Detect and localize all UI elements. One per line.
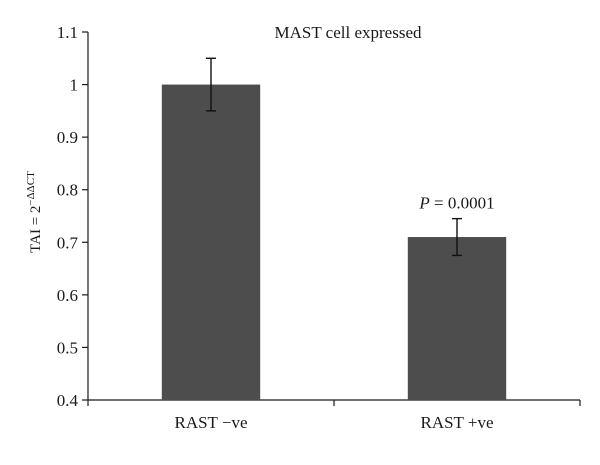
x-ticks [87,400,581,406]
category-label: RAST +ve [420,413,493,432]
y-tick-label: 0.4 [57,391,79,410]
y-tick-label: 0.5 [57,338,78,357]
y-tick-label: 1 [70,76,79,95]
y-tick-label: 0.6 [57,286,78,305]
y-tick-label: 1.1 [57,23,78,42]
p-value-annotation: P = 0.0001 [418,194,494,213]
y-axis-label: TAI = 2−ΔΔCT [25,171,44,253]
category-label: RAST −ve [174,413,247,432]
error-bars-group [206,57,462,257]
y-ticks: 0.4 0.5 0.6 0.7 0.8 0.9 1 1.1 [57,23,88,410]
chart-title: MAST cell expressed [275,23,422,42]
bars-group [161,84,507,401]
y-tick-label: 0.8 [57,181,78,200]
bar [407,237,507,400]
y-tick-label: 0.7 [57,233,79,252]
y-axis-label-superscript: −ΔΔCT [25,171,37,206]
y-axis-label-main: TAI = 2 [28,206,44,253]
p-value-symbol: P [418,194,429,213]
category-labels-group: RAST −ve RAST +ve [174,413,493,432]
p-value-text: = 0.0001 [430,194,495,213]
bar [161,84,261,401]
y-tick-label: 0.9 [57,128,78,147]
